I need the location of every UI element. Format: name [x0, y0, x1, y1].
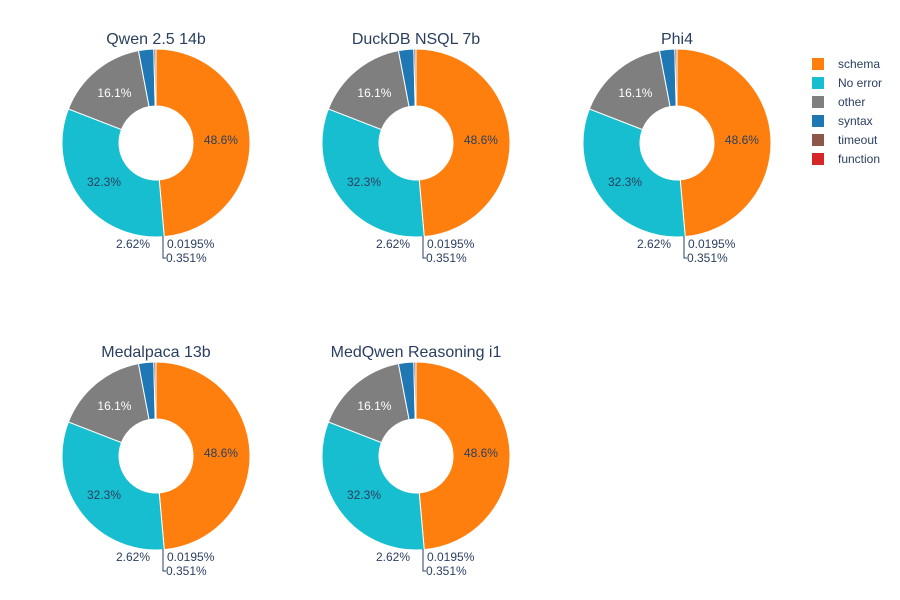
leader-line-timeout: [162, 549, 166, 572]
slice-label-syntax: 2.62%: [376, 237, 410, 251]
chart-title: Medalpaca 13b: [101, 344, 211, 361]
slice-label-no-error: 32.3%: [87, 175, 121, 189]
slice-schema[interactable]: [415, 361, 511, 551]
slice-label-schema: 48.6%: [725, 133, 759, 147]
slice-schema[interactable]: [155, 361, 251, 551]
slice-label-schema: 48.6%: [204, 446, 238, 460]
leader-line-timeout: [683, 236, 687, 259]
legend: schema No error other syntax timeout function: [812, 57, 882, 166]
slice-no-error[interactable]: [321, 108, 425, 238]
legend-item-function[interactable]: function: [812, 152, 880, 166]
slice-no-error[interactable]: [61, 108, 165, 238]
slice-label-other: 16.1%: [97, 86, 131, 100]
slice-label-no-error: 32.3%: [347, 175, 381, 189]
legend-swatch: [812, 77, 824, 89]
legend-label: function: [838, 152, 880, 166]
slice-label-schema: 48.6%: [464, 446, 498, 460]
slice-label-function: 0.0195%: [688, 237, 736, 251]
slice-no-error[interactable]: [582, 108, 686, 238]
slice-label-other: 16.1%: [357, 399, 391, 413]
donut-qwen-2-5-14b: Qwen 2.5 14b 48.6% 32.3% 16.1% 2.62% 0.0195%0…: [61, 31, 251, 265]
slice-label-syntax: 2.62%: [637, 237, 671, 251]
slice-label-no-error: 32.3%: [347, 488, 381, 502]
slice-label-timeout: 0.351%: [426, 251, 467, 265]
slice-label-timeout: 0.351%: [687, 251, 728, 265]
slice-label-timeout: 0.351%: [166, 251, 207, 265]
slice-label-no-error: 32.3%: [87, 488, 121, 502]
slice-label-syntax: 2.62%: [376, 550, 410, 564]
slice-label-other: 16.1%: [357, 86, 391, 100]
chart-title: Qwen 2.5 14b: [106, 31, 206, 48]
legend-label: No error: [838, 76, 882, 90]
slice-label-syntax: 2.62%: [116, 550, 150, 564]
chart-title: DuckDB NSQL 7b: [352, 31, 480, 48]
legend-label: other: [838, 95, 865, 109]
donut-medqwen-reasoning-i1: MedQwen Reasoning i1 48.6% 32.3% 16.1% 2.62%…: [321, 344, 511, 578]
legend-label: syntax: [838, 114, 873, 128]
slice-schema[interactable]: [676, 48, 772, 238]
legend-item-syntax[interactable]: syntax: [812, 114, 873, 128]
slice-label-syntax: 2.62%: [116, 237, 150, 251]
donut-phi4: Phi4 48.6% 32.3% 16.1% 2.62% 0.0195%0.351%: [582, 31, 772, 265]
slice-label-no-error: 32.3%: [608, 175, 642, 189]
legend-swatch: [812, 58, 824, 70]
slice-label-function: 0.0195%: [167, 237, 215, 251]
legend-item-other[interactable]: other: [812, 95, 865, 109]
leader-line-timeout: [422, 549, 426, 572]
slice-schema[interactable]: [155, 48, 251, 238]
legend-label: schema: [838, 57, 880, 71]
leader-line-timeout: [422, 236, 426, 259]
legend-swatch: [812, 96, 824, 108]
slice-label-schema: 48.6%: [204, 133, 238, 147]
slice-label-timeout: 0.351%: [166, 564, 207, 578]
slice-label-timeout: 0.351%: [426, 564, 467, 578]
legend-swatch: [812, 134, 824, 146]
slice-schema[interactable]: [415, 48, 511, 238]
slice-label-function: 0.0195%: [167, 550, 215, 564]
legend-item-schema[interactable]: schema: [812, 57, 880, 71]
slice-label-other: 16.1%: [97, 399, 131, 413]
legend-item-no-error[interactable]: No error: [812, 76, 882, 90]
legend-item-timeout[interactable]: timeout: [812, 133, 878, 147]
donut-duckdb-nsql-7b: DuckDB NSQL 7b 48.6% 32.3% 16.1% 2.62% 0.0195…: [321, 31, 511, 265]
donut-medalpaca-13b: Medalpaca 13b 48.6% 32.3% 16.1% 2.62% 0.0195%…: [61, 344, 251, 578]
legend-swatch: [812, 153, 824, 165]
slice-no-error[interactable]: [321, 421, 425, 551]
chart-title: MedQwen Reasoning i1: [331, 344, 502, 361]
leader-line-timeout: [162, 236, 166, 259]
slice-label-function: 0.0195%: [427, 237, 475, 251]
chart-title: Phi4: [661, 31, 693, 48]
slice-label-other: 16.1%: [618, 86, 652, 100]
slice-no-error[interactable]: [61, 421, 165, 551]
legend-label: timeout: [838, 133, 878, 147]
slice-label-schema: 48.6%: [464, 133, 498, 147]
slice-label-function: 0.0195%: [427, 550, 475, 564]
legend-swatch: [812, 115, 824, 127]
